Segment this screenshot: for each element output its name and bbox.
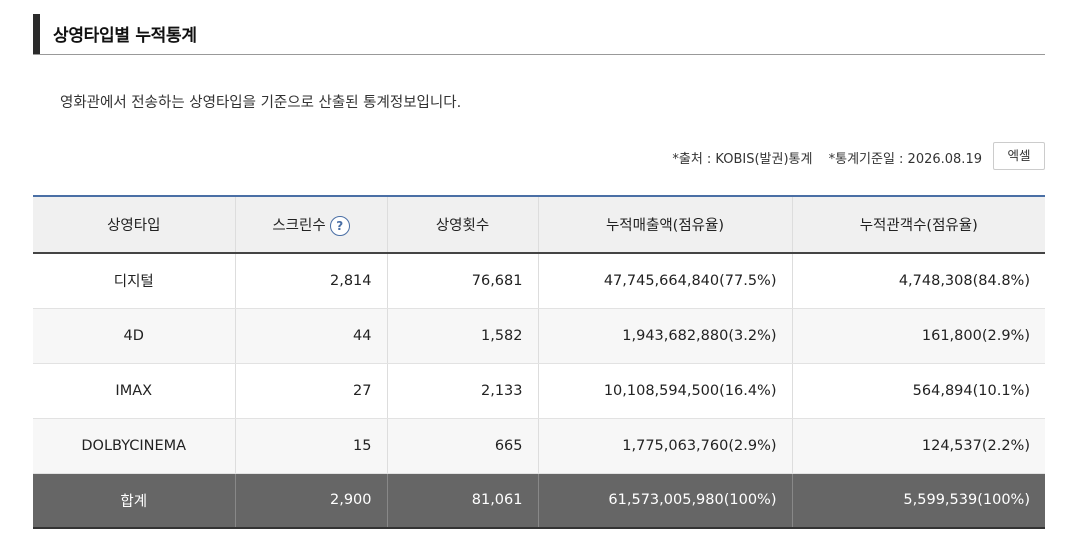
cell-shows: 1,582 xyxy=(386,308,538,364)
table-header-row: 상영타입 스크린수? 상영횟수 누적매출액(점유율) 누적관객수(점유율) xyxy=(33,195,1045,254)
cell-type: 디지털 xyxy=(33,253,235,309)
header-screens-label: 스크린수 xyxy=(272,217,326,234)
cell-sales: 47,745,664,840(77.5%) xyxy=(537,253,792,309)
cell-shows: 665 xyxy=(386,418,538,474)
cell-sales: 1,943,682,880(3.2%) xyxy=(537,308,792,364)
stats-table: 상영타입 스크린수? 상영횟수 누적매출액(점유율) 누적관객수(점유율) 디지… xyxy=(33,195,1045,529)
cell-audience: 564,894(10.1%) xyxy=(791,363,1045,419)
cell-screens: 27 xyxy=(234,363,387,419)
table-total-row: 합계 2,900 81,061 61,573,005,980(100%) 5,5… xyxy=(33,473,1045,529)
cell-screens: 44 xyxy=(234,308,387,364)
table-row: 4D 44 1,582 1,943,682,880(3.2%) 161,800(… xyxy=(33,308,1045,364)
excel-download-button[interactable]: 엑셀 xyxy=(993,142,1045,170)
cell-type: 4D xyxy=(33,308,235,364)
source-text: *출처 : KOBIS(발권)통계 xyxy=(672,152,813,167)
cell-audience: 4,748,308(84.8%) xyxy=(791,253,1045,309)
page-description: 영화관에서 전송하는 상영타입을 기준으로 산출된 통계정보입니다. xyxy=(60,95,462,111)
table-row: DOLBYCINEMA 15 665 1,775,063,760(2.9%) 1… xyxy=(33,418,1045,474)
cell-audience: 161,800(2.9%) xyxy=(791,308,1045,364)
cell-type: DOLBYCINEMA xyxy=(33,418,235,474)
header-type: 상영타입 xyxy=(33,195,235,254)
base-date-text: *통계기준일 : 2026.08.19 xyxy=(828,152,982,167)
cell-type: IMAX xyxy=(33,363,235,419)
cell-screens: 15 xyxy=(234,418,387,474)
section-header: 상영타입별 누적통계 xyxy=(33,14,1045,55)
table-row: IMAX 27 2,133 10,108,594,500(16.4%) 564,… xyxy=(33,363,1045,419)
header-screens: 스크린수? xyxy=(234,195,387,254)
cell-sales: 1,775,063,760(2.9%) xyxy=(537,418,792,474)
cell-screens: 2,814 xyxy=(234,253,387,309)
header-audience: 누적관객수(점유율) xyxy=(791,195,1045,254)
total-screens: 2,900 xyxy=(234,473,387,529)
help-icon[interactable]: ? xyxy=(329,215,350,236)
table-row: 디지털 2,814 76,681 47,745,664,840(77.5%) 4… xyxy=(33,253,1045,309)
title-accent-bar xyxy=(33,14,40,54)
total-type: 합계 xyxy=(33,473,235,529)
total-shows: 81,061 xyxy=(386,473,538,529)
page-title: 상영타입별 누적통계 xyxy=(53,26,197,46)
cell-shows: 76,681 xyxy=(386,253,538,309)
cell-audience: 124,537(2.2%) xyxy=(791,418,1045,474)
cell-sales: 10,108,594,500(16.4%) xyxy=(537,363,792,419)
cell-shows: 2,133 xyxy=(386,363,538,419)
header-shows: 상영횟수 xyxy=(386,195,538,254)
stats-meta: *출처 : KOBIS(발권)통계 *통계기준일 : 2026.08.19 xyxy=(660,148,982,167)
header-sales: 누적매출액(점유율) xyxy=(537,195,792,254)
total-sales: 61,573,005,980(100%) xyxy=(537,473,792,529)
total-audience: 5,599,539(100%) xyxy=(791,473,1045,529)
